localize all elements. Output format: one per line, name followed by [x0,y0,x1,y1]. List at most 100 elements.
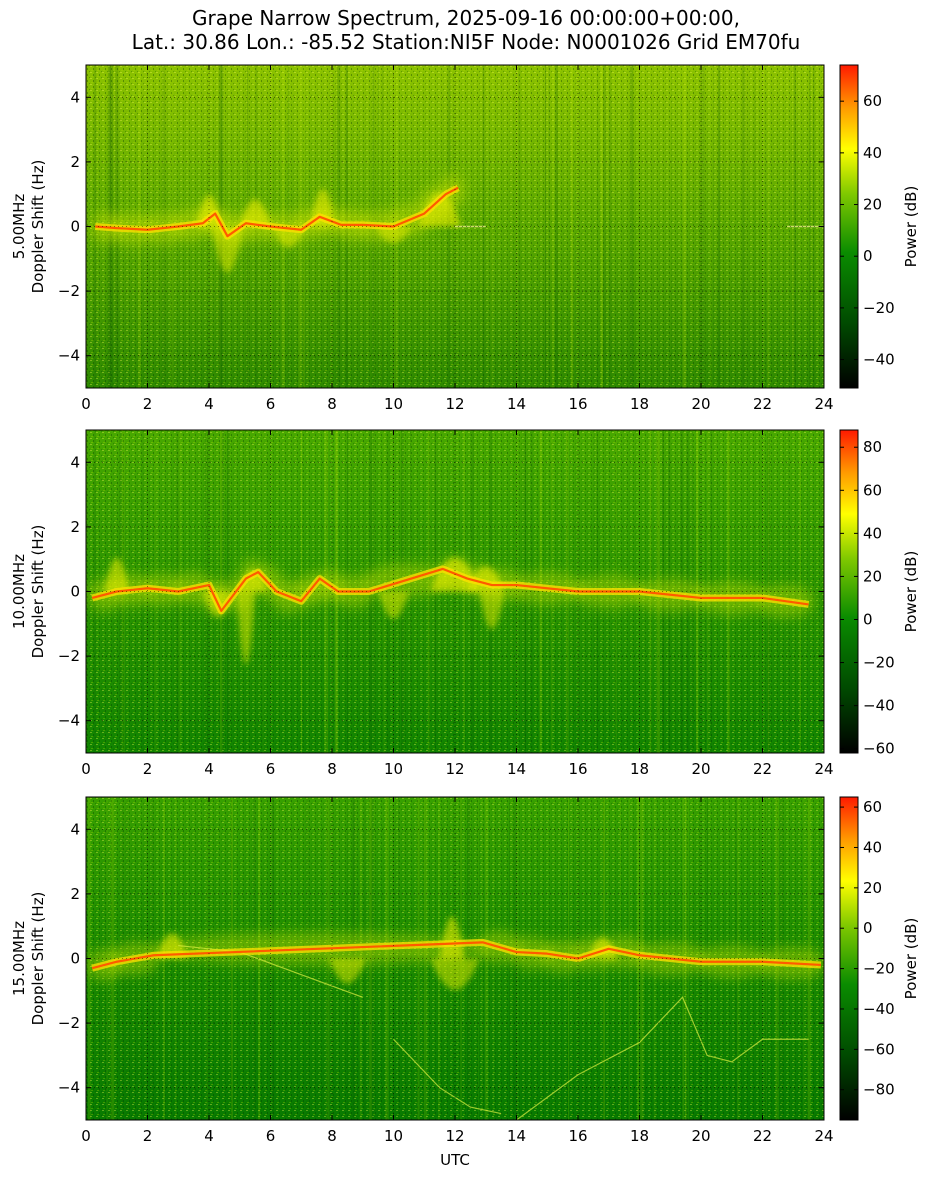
y-tick-label: 2 [70,153,80,171]
x-tick-label: 8 [327,760,337,778]
colorbar-label: Power (dB) [902,551,920,633]
spectrogram-area [86,430,824,753]
colorbar-tick-label: 60 [863,798,882,816]
spectrogram-streak [597,65,599,388]
x-tick-label: 14 [507,760,526,778]
x-tick-label: 12 [445,760,464,778]
x-tick-label: 24 [814,1127,833,1145]
x-tick-label: 22 [753,395,772,413]
y-axis-label-frequency: 10.00MHz [10,554,28,629]
x-tick-label: 14 [507,1127,526,1145]
spectrogram-streak [600,65,603,388]
x-tick-label: 24 [814,395,833,413]
spectrogram-streak [548,65,550,388]
x-tick-label: 20 [691,1127,710,1145]
x-tick-label: 16 [568,760,587,778]
spectrogram-streak [555,65,558,388]
x-tick-label: 12 [445,395,464,413]
spectrogram-streak [742,65,746,388]
colorbar-tick-label: 60 [863,92,882,110]
spectrogram-streak [630,65,634,388]
x-tick-label: 0 [81,1127,91,1145]
y-tick-label: 4 [70,453,80,471]
x-tick-label: 8 [327,395,337,413]
spectrogram-streak [713,65,715,388]
doppler-dip [212,226,243,273]
colorbar-tick-label: −60 [863,1040,895,1058]
x-tick-label: 4 [204,1127,214,1145]
faint-trace [516,996,809,1120]
spectrogram-streak [603,65,606,388]
doppler-dip [375,226,412,244]
x-tick-label: 4 [204,395,214,413]
doppler-spread [418,192,462,227]
doppler-dip [378,591,409,619]
doppler-spread [439,916,465,959]
x-tick-label: 10 [384,1127,403,1145]
colorbar: −80 −60 −40 −20 0 20 40 60 Power (dB) [839,796,920,1121]
colorbar-gradient [839,64,859,389]
y-axis-label-frequency: 15.00MHz [10,921,28,996]
colorbar-tick-label: −40 [863,351,895,369]
y-tick-label: 0 [70,583,80,601]
colorbar-tick-label: 0 [863,919,873,937]
spectrogram-streak [570,65,574,388]
colorbar-tick-label: −20 [863,960,895,978]
spectrogram-streak [718,65,721,388]
x-tick-label: 22 [753,760,772,778]
x-tick-label: 6 [266,395,276,413]
spectrogram-streak [671,65,673,388]
x-tick-label: 14 [507,395,526,413]
x-tick-label: 18 [630,760,649,778]
y-tick-label: 4 [70,88,80,106]
x-tick-label: 6 [266,760,276,778]
spectrogram-streak [517,65,521,388]
doppler-dip [328,958,366,984]
colorbar-tick-label: 20 [863,196,882,214]
x-tick-label: 16 [568,1127,587,1145]
y-axis-label: Doppler Shift (Hz) [29,892,47,1026]
x-tick-label: 24 [814,760,833,778]
spectrogram-area [86,65,824,388]
colorbar-gradient [839,796,859,1121]
y-tick-label: 2 [70,885,80,903]
doppler-dip [236,591,256,665]
x-tick-label: 18 [630,1127,649,1145]
doppler-dip [479,591,505,630]
colorbar-tick-label: −20 [863,654,895,672]
x-tick-label: 16 [568,395,587,413]
x-tick-label: 20 [691,760,710,778]
x-tick-label: 18 [630,395,649,413]
doppler-trace [91,567,809,612]
y-axis-label: Doppler Shift (Hz) [29,525,47,659]
spectrogram-streak [491,65,493,388]
y-tick-label: −2 [58,282,80,300]
colorbar-tick-label: 40 [863,838,882,856]
colorbar-label: Power (dB) [902,186,920,268]
figure-title-line2: Lat.: 30.86 Lon.: -85.52 Station:NI5F No… [131,30,801,54]
colorbar-tick-label: 0 [863,610,873,628]
x-tick-label: 12 [445,1127,464,1145]
y-tick-label: −4 [58,347,80,365]
doppler-trace [91,941,821,970]
colorbar-tick-label: −20 [863,299,895,317]
x-tick-label: 2 [143,760,153,778]
x-tick-label: 8 [327,1127,337,1145]
x-tick-label: 10 [384,395,403,413]
y-tick-label: −4 [58,712,80,730]
y-tick-label: 2 [70,518,80,536]
colorbar-tick-label: −40 [863,697,895,715]
colorbar-tick-label: 80 [863,438,882,456]
doppler-spread-group [196,188,462,273]
spectrogram-streak [551,65,554,388]
colorbar-tick-label: 20 [863,879,882,897]
y-tick-label: 4 [70,820,80,838]
spectrogram-streak [766,65,769,388]
doppler-dip [430,958,480,990]
spectrogram-streak [544,65,547,388]
y-tick-label: −4 [58,1079,80,1097]
x-tick-label: 0 [81,395,91,413]
